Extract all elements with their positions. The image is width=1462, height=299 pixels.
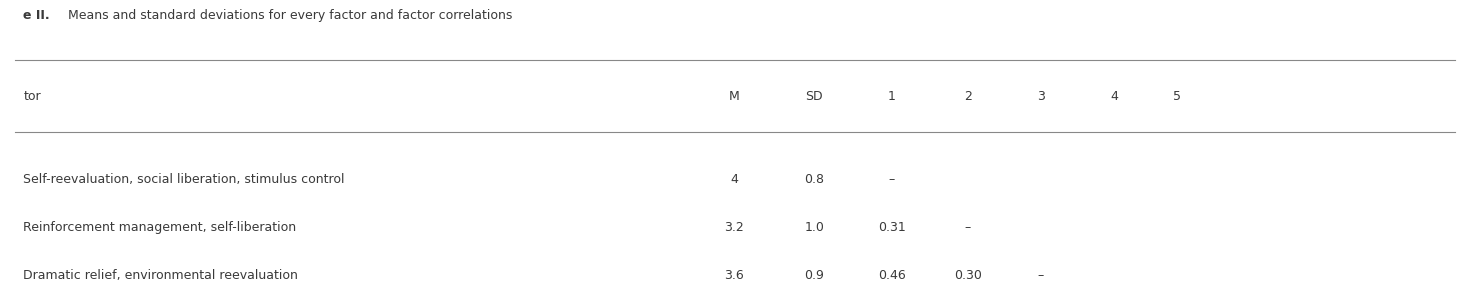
Text: tor: tor [23,90,41,103]
Text: 0.30: 0.30 [953,269,982,282]
Text: M: M [728,90,740,103]
Text: 1.0: 1.0 [804,221,825,234]
Text: 3: 3 [1037,90,1045,103]
Text: 1: 1 [887,90,896,103]
Text: Self-reevaluation, social liberation, stimulus control: Self-reevaluation, social liberation, st… [23,173,345,186]
Text: –: – [1038,269,1044,282]
Text: Reinforcement management, self-liberation: Reinforcement management, self-liberatio… [23,221,297,234]
Text: 0.8: 0.8 [804,173,825,186]
Text: 5: 5 [1173,90,1181,103]
Text: SD: SD [806,90,823,103]
Text: Means and standard deviations for every factor and factor correlations: Means and standard deviations for every … [64,9,513,22]
Text: Dramatic relief, environmental reevaluation: Dramatic relief, environmental reevaluat… [23,269,298,282]
Text: 3.6: 3.6 [724,269,744,282]
Text: –: – [889,173,895,186]
Text: 2: 2 [963,90,972,103]
Text: 3.2: 3.2 [724,221,744,234]
Text: 0.9: 0.9 [804,269,825,282]
Text: e II.: e II. [23,9,50,22]
Text: 4: 4 [1110,90,1118,103]
Text: 4: 4 [730,173,738,186]
Text: 0.31: 0.31 [879,221,905,234]
Text: –: – [965,221,971,234]
Text: 0.46: 0.46 [879,269,905,282]
